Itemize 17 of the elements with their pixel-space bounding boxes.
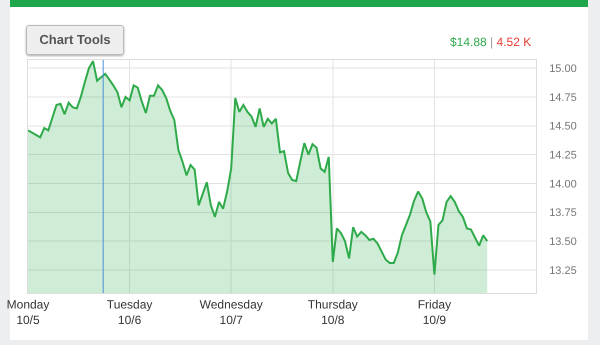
y-tick-label: 13.50 [549,236,577,248]
y-tick-label: 14.75 [549,92,577,104]
text: | [490,35,494,49]
x-tick-label: Monday 10/5 [6,297,50,327]
x-tick-label: Thursday 10/8 [308,297,358,327]
text: $14.88 [450,35,487,49]
y-tick-label: 15.00 [549,62,577,75]
text: 4.52 K [496,35,532,49]
text: Chart Tools [26,25,124,55]
y-tick-label: 13.75 [549,207,577,220]
y-tick-label: 13.25 [549,264,577,277]
y-tick-label: 14.00 [549,178,577,190]
x-tick-label: Friday 10/9 [418,297,452,327]
x-tick-label: Tuesday 10/6 [106,297,152,327]
y-tick-label: 14.50 [549,120,577,133]
y-tick-label: 14.25 [549,149,577,162]
x-tick-label: Wednesday 10/7 [200,297,263,327]
